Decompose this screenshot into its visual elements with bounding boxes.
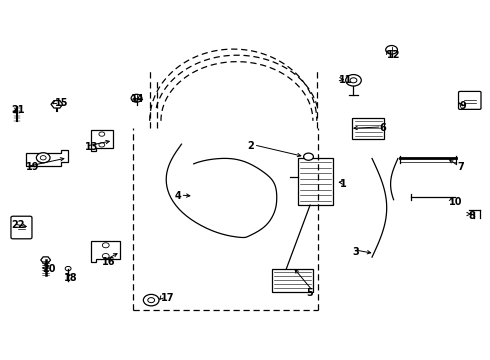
Bar [352,118,384,139]
Polygon shape [91,241,121,262]
Bar [272,269,314,292]
Text: 3: 3 [352,247,359,257]
Text: 11: 11 [339,75,352,85]
Text: 10: 10 [449,197,463,207]
Circle shape [99,143,105,147]
Text: 14: 14 [131,94,145,104]
Polygon shape [91,130,113,151]
Text: 6: 6 [379,123,386,133]
FancyBboxPatch shape [11,216,32,239]
Circle shape [65,266,71,271]
Text: 21: 21 [11,105,25,115]
Circle shape [144,294,159,306]
Text: 4: 4 [174,191,181,201]
Circle shape [304,153,314,160]
Circle shape [102,243,109,248]
Polygon shape [26,149,68,166]
Circle shape [350,78,357,83]
Text: 16: 16 [102,257,116,267]
Circle shape [40,156,46,160]
Text: 19: 19 [26,162,40,172]
Text: 20: 20 [42,264,56,274]
Bar [298,158,333,205]
Text: 1: 1 [340,179,347,189]
Polygon shape [51,100,63,108]
Text: 2: 2 [247,141,254,151]
Text: 9: 9 [460,102,467,112]
Polygon shape [41,257,50,263]
Text: 22: 22 [11,220,25,230]
Text: 15: 15 [54,98,68,108]
Text: 13: 13 [85,142,98,152]
Circle shape [102,253,109,258]
Circle shape [148,298,155,303]
Circle shape [99,132,105,136]
Text: 17: 17 [161,293,174,303]
Circle shape [386,45,397,54]
Text: 8: 8 [469,211,476,221]
Circle shape [131,94,142,102]
Circle shape [345,75,361,86]
Text: 7: 7 [458,162,465,172]
Text: 5: 5 [306,288,313,298]
Text: 18: 18 [64,273,78,283]
Circle shape [36,153,50,163]
Text: 12: 12 [387,50,400,60]
FancyBboxPatch shape [459,91,481,109]
